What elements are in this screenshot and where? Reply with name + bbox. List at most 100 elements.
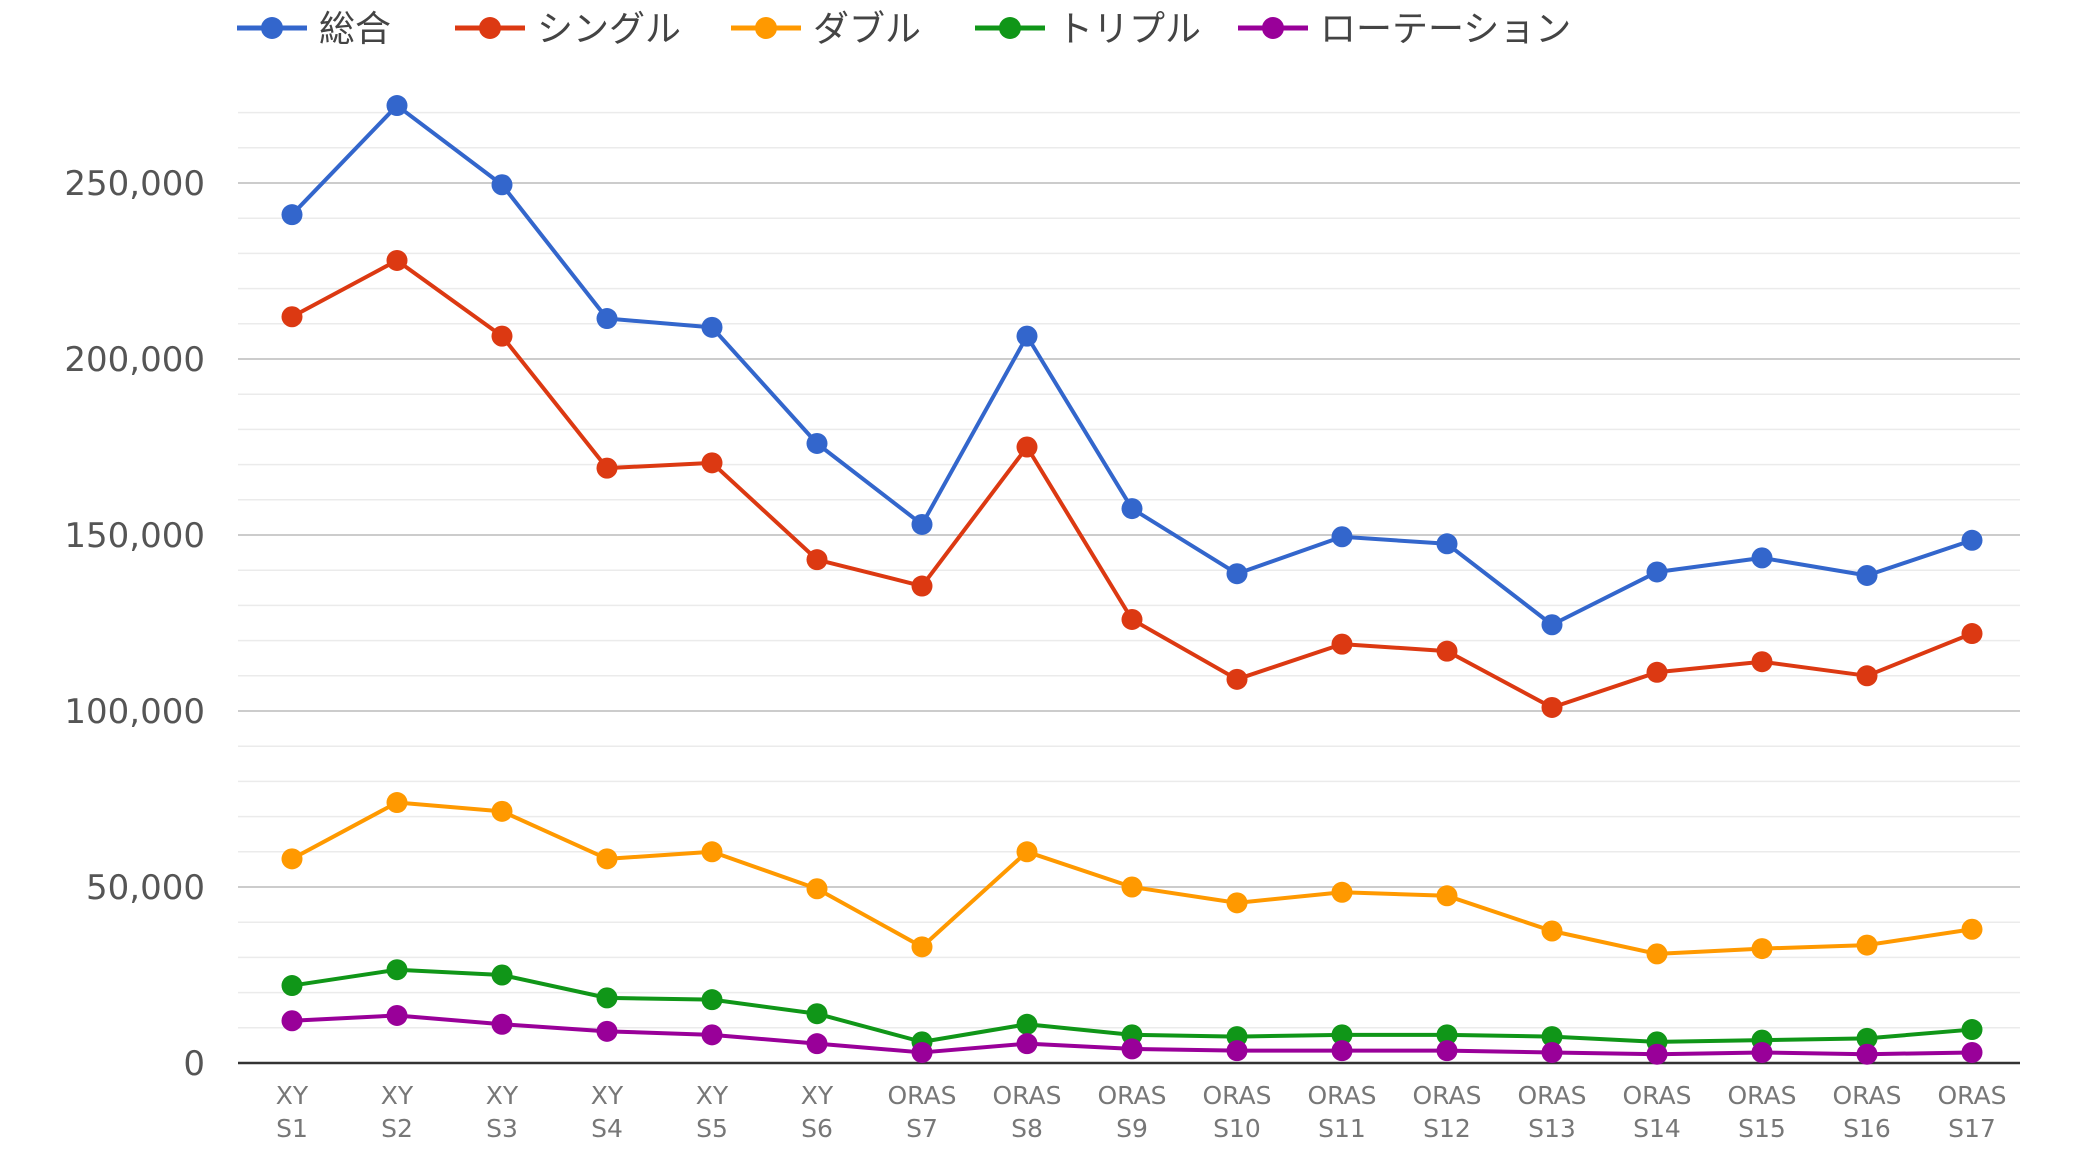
x-tick-label: ORAS S15 (1727, 1081, 1796, 1143)
x-tick-label: XY S2 (381, 1081, 414, 1143)
data-point (386, 792, 408, 814)
data-point (1856, 934, 1878, 956)
series-5 (281, 1004, 1983, 1065)
x-tick-label: ORAS S9 (1097, 1081, 1166, 1143)
data-point (596, 1020, 618, 1042)
data-point (1121, 498, 1143, 520)
data-point (281, 975, 303, 997)
data-point (1541, 1041, 1563, 1063)
x-tick-label: XY S4 (591, 1081, 624, 1143)
legend-swatch-dot (1262, 17, 1284, 39)
data-point (1016, 1033, 1038, 1055)
data-point (1856, 1043, 1878, 1065)
legend-item-5[interactable]: ローテーション (1238, 9, 1571, 50)
data-point (1436, 533, 1458, 555)
data-point (1436, 640, 1458, 662)
data-point (701, 1024, 723, 1046)
series-2 (281, 249, 1983, 718)
series-1 (281, 95, 1983, 636)
data-point (911, 575, 933, 597)
y-tick-label: 50,000 (86, 868, 205, 908)
data-point (1646, 943, 1668, 965)
data-point (1541, 1026, 1563, 1048)
data-point (1751, 651, 1773, 673)
data-point (1331, 1024, 1353, 1046)
data-point (386, 959, 408, 981)
data-point (491, 325, 513, 347)
data-point (1016, 1013, 1038, 1035)
data-point (596, 987, 618, 1009)
data-point (701, 841, 723, 863)
data-point (1226, 1040, 1248, 1062)
legend-item-2[interactable]: シングル (455, 9, 681, 50)
data-point (1331, 633, 1353, 655)
data-point (596, 308, 618, 330)
x-tick-label: ORAS S8 (992, 1081, 1061, 1143)
data-point (281, 1010, 303, 1032)
data-point (911, 1041, 933, 1063)
data-point (701, 452, 723, 474)
data-point (386, 1004, 408, 1026)
legend-label: シングル (537, 9, 681, 50)
data-point (806, 878, 828, 900)
data-point (1856, 665, 1878, 687)
legend-item-4[interactable]: トリプル (975, 9, 1201, 50)
x-tick-label: ORAS S12 (1412, 1081, 1481, 1143)
data-point (701, 316, 723, 338)
x-tick-label: XY S1 (276, 1081, 309, 1143)
data-point (1121, 1038, 1143, 1060)
data-point (911, 936, 933, 958)
data-point (701, 989, 723, 1011)
data-point (1751, 547, 1773, 569)
data-point (386, 95, 408, 117)
data-point (1226, 892, 1248, 914)
x-tick-label: ORAS S11 (1307, 1081, 1376, 1143)
data-point (1331, 881, 1353, 903)
legend-item-1[interactable]: 総合 (237, 9, 391, 50)
data-point (1646, 561, 1668, 583)
data-point (1541, 614, 1563, 636)
data-point (911, 513, 933, 535)
y-tick-label: 0 (183, 1044, 205, 1084)
data-point (806, 1003, 828, 1025)
data-point (1856, 564, 1878, 586)
legend-swatch-dot (755, 17, 777, 39)
series-4 (281, 959, 1983, 1053)
legend-item-3[interactable]: ダブル (731, 9, 921, 50)
data-point (1121, 608, 1143, 630)
data-point (1016, 325, 1038, 347)
legend-swatch-dot (261, 17, 283, 39)
data-point (596, 848, 618, 870)
data-point (1541, 920, 1563, 942)
legend[interactable]: 総合 シングル ダブル トリプル ローテーション (237, 9, 1571, 50)
data-point (1016, 436, 1038, 458)
data-series (281, 95, 1983, 1065)
data-point (491, 964, 513, 986)
x-tick-label: ORAS S13 (1517, 1081, 1586, 1143)
data-point (1226, 563, 1248, 585)
x-tick-label: ORAS S14 (1622, 1081, 1691, 1143)
x-tick-label: ORAS S17 (1937, 1081, 2006, 1143)
x-tick-label: ORAS S7 (887, 1081, 956, 1143)
data-point (386, 249, 408, 271)
data-point (491, 174, 513, 196)
data-point (491, 1013, 513, 1035)
y-tick-label: 250,000 (64, 164, 205, 204)
data-point (281, 204, 303, 226)
legend-label: トリプル (1057, 9, 1201, 50)
data-point (1541, 696, 1563, 718)
data-point (1331, 526, 1353, 548)
legend-label: ダブル (813, 9, 921, 50)
y-tick-label: 200,000 (64, 340, 205, 380)
data-point (1961, 1041, 1983, 1063)
data-point (806, 549, 828, 571)
data-point (1961, 529, 1983, 551)
data-point (1751, 938, 1773, 960)
data-point (806, 1033, 828, 1055)
data-point (1646, 661, 1668, 683)
y-tick-label: 100,000 (64, 692, 205, 732)
legend-label: ローテーション (1320, 9, 1571, 50)
data-point (1646, 1043, 1668, 1065)
data-point (281, 306, 303, 328)
